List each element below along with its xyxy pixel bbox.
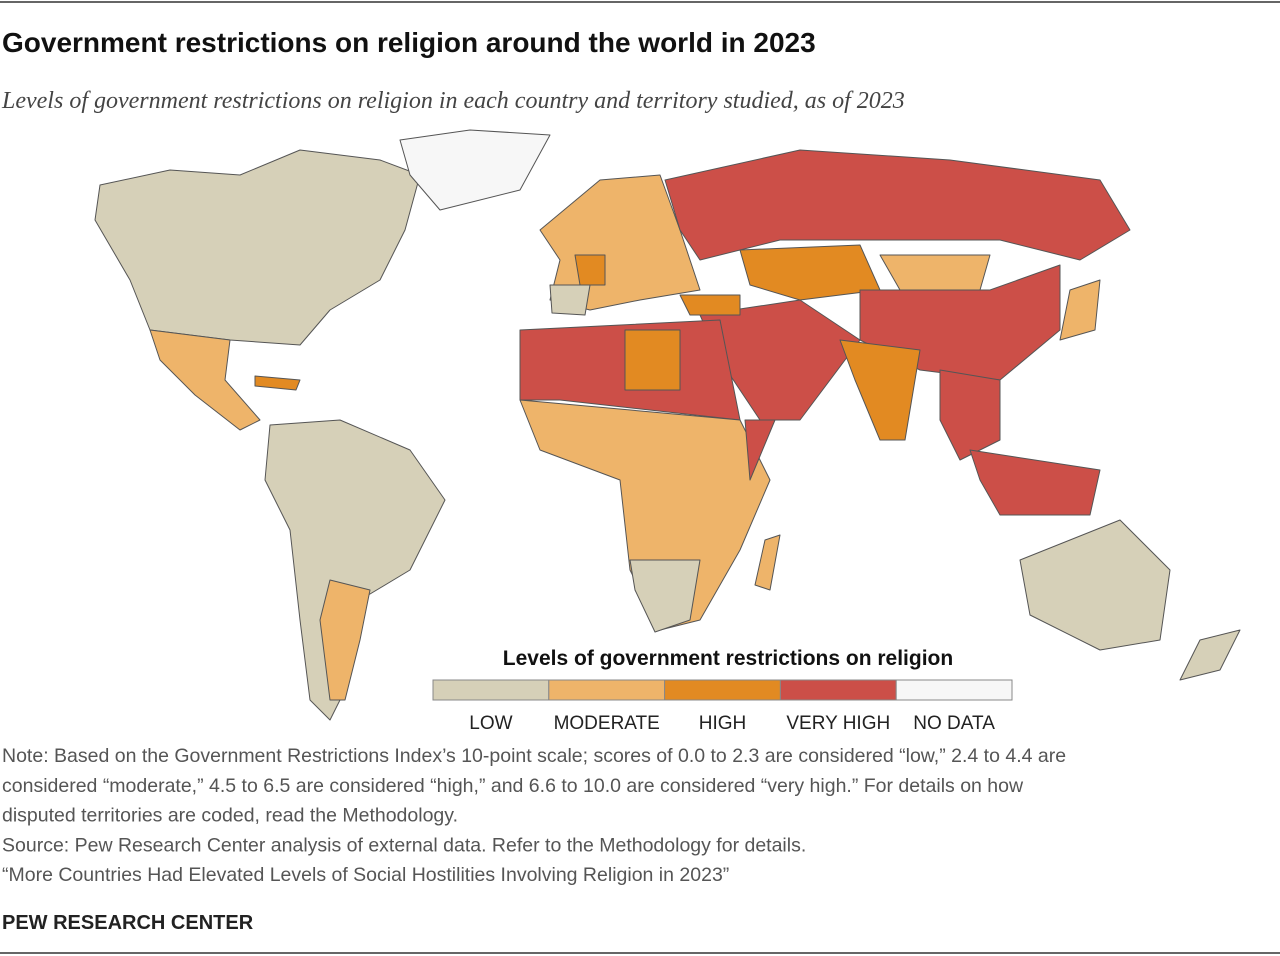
legend-label: NO DATA bbox=[913, 713, 995, 734]
subtitle: Levels of government restrictions on rel… bbox=[1, 88, 905, 114]
legend-swatch bbox=[779, 679, 897, 701]
legend: LOW MODERATE HIGH VERY HIGH NO DATA bbox=[432, 679, 1013, 734]
note-line: Source: Pew Research Center analysis of … bbox=[2, 834, 806, 856]
legend-swatch bbox=[548, 679, 666, 701]
legend-swatch bbox=[664, 679, 781, 701]
region bbox=[744, 419, 776, 481]
region bbox=[94, 149, 421, 346]
brand: PEW RESEARCH CENTER bbox=[2, 912, 254, 934]
region bbox=[664, 149, 1131, 261]
region bbox=[969, 449, 1101, 516]
region bbox=[1019, 519, 1171, 651]
region bbox=[549, 284, 591, 316]
region bbox=[399, 129, 551, 211]
legend-label: VERY HIGH bbox=[786, 713, 890, 734]
world-map bbox=[94, 129, 1241, 721]
region bbox=[839, 339, 921, 441]
legend-swatch bbox=[432, 679, 550, 701]
region bbox=[1179, 629, 1241, 681]
note-line: Note: Based on the Government Restrictio… bbox=[2, 745, 1066, 767]
region bbox=[264, 419, 446, 721]
region bbox=[149, 329, 261, 431]
region bbox=[319, 579, 371, 701]
notes: Note: Based on the Government Restrictio… bbox=[2, 745, 1066, 886]
legend-swatch bbox=[895, 679, 1013, 701]
region bbox=[739, 244, 881, 301]
legend-label: LOW bbox=[469, 713, 512, 734]
region bbox=[624, 329, 681, 391]
region bbox=[254, 375, 301, 391]
region bbox=[1059, 279, 1101, 341]
region bbox=[939, 369, 1001, 461]
note-line: considered “moderate,” 4.5 to 6.5 are co… bbox=[2, 775, 1024, 797]
note-line: disputed territories are coded, read the… bbox=[2, 805, 458, 827]
region bbox=[574, 254, 606, 286]
region bbox=[754, 534, 781, 591]
legend-label: MODERATE bbox=[554, 713, 660, 734]
legend-title: Levels of government restrictions on rel… bbox=[503, 647, 953, 670]
note-line: “More Countries Had Elevated Levels of S… bbox=[2, 864, 729, 886]
region bbox=[679, 294, 741, 316]
region bbox=[879, 254, 991, 291]
title: Government restrictions on religion arou… bbox=[2, 27, 816, 58]
legend-label: HIGH bbox=[699, 713, 747, 734]
region bbox=[629, 559, 701, 633]
